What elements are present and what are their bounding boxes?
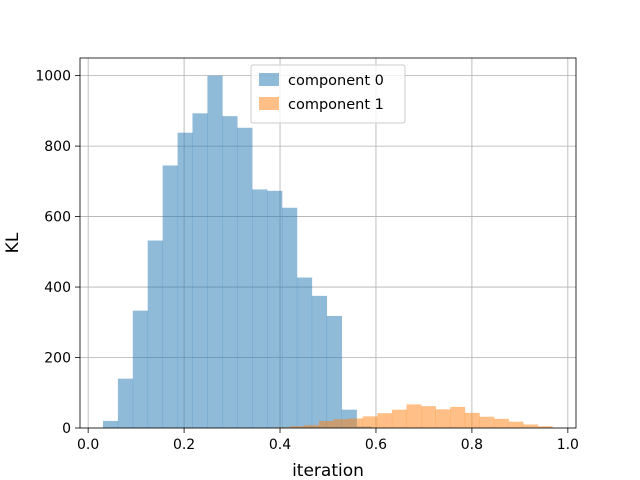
bar-component-1: [450, 406, 466, 428]
bar-component-1: [523, 424, 539, 428]
bar-component-1: [406, 404, 422, 428]
bar-component-0: [267, 190, 283, 428]
bar-component-1: [479, 416, 495, 428]
y-axis-label: KL: [3, 232, 23, 253]
x-tick-label: 0.2: [173, 437, 195, 453]
bar-component-0: [326, 315, 342, 428]
y-axis-ticks: 0 200 400 600 800 1000: [35, 69, 80, 437]
x-tick-label: 0.4: [269, 437, 291, 453]
x-axis-label: iteration: [292, 461, 364, 480]
bar-component-0: [192, 113, 208, 429]
bar-component-1: [391, 409, 407, 428]
y-tick-label: 600: [44, 210, 71, 226]
legend: component 0 component 1: [250, 64, 406, 124]
bar-component-0: [222, 116, 238, 429]
legend-label-component-1: component 1: [288, 97, 384, 113]
bar-component-0: [147, 240, 163, 428]
bar-component-1: [362, 416, 378, 428]
bar-component-0: [102, 420, 119, 428]
x-tick-label: 0.0: [77, 437, 99, 453]
bar-component-1: [537, 426, 553, 428]
bar-component-1: [421, 406, 436, 428]
bar-component-0: [117, 378, 134, 428]
bar-component-0: [237, 127, 253, 429]
legend-label-component-0: component 0: [288, 73, 384, 89]
bar-component-1: [348, 418, 364, 428]
y-tick-label: 800: [44, 139, 71, 155]
bar-component-0: [132, 310, 149, 428]
legend-swatch-component-0: [259, 73, 279, 86]
bar-component-1: [318, 420, 334, 428]
bar-component-0: [281, 207, 298, 428]
bar-component-1: [333, 419, 349, 428]
bar-component-0: [207, 75, 223, 428]
legend-box: [250, 64, 406, 124]
y-tick-label: 200: [44, 351, 71, 367]
x-axis-ticks: 0.0 0.2 0.4 0.6 0.8 1.0: [77, 428, 579, 453]
y-tick-label: 0: [62, 421, 71, 437]
x-tick-label: 0.6: [365, 437, 387, 453]
y-tick-label: 400: [44, 280, 71, 296]
bar-component-1: [377, 413, 393, 428]
x-tick-label: 1.0: [557, 437, 579, 453]
x-tick-label: 0.8: [461, 437, 483, 453]
bar-component-1: [435, 409, 451, 428]
series-component-0-bars: [102, 75, 372, 429]
bar-component-1: [493, 418, 509, 428]
bar-component-0: [311, 295, 328, 428]
bar-component-0: [177, 132, 193, 428]
bar-component-0: [252, 189, 268, 428]
y-tick-label: 1000: [35, 69, 71, 85]
bar-component-0: [162, 165, 178, 428]
legend-swatch-component-1: [259, 97, 279, 110]
bar-component-1: [508, 421, 524, 428]
bar-component-1: [304, 425, 320, 428]
bar-component-1: [289, 426, 305, 428]
bar-component-0: [296, 277, 313, 428]
series-component-1-bars: [275, 404, 553, 428]
bar-component-1: [464, 412, 480, 428]
plot-frame: [79, 57, 577, 429]
